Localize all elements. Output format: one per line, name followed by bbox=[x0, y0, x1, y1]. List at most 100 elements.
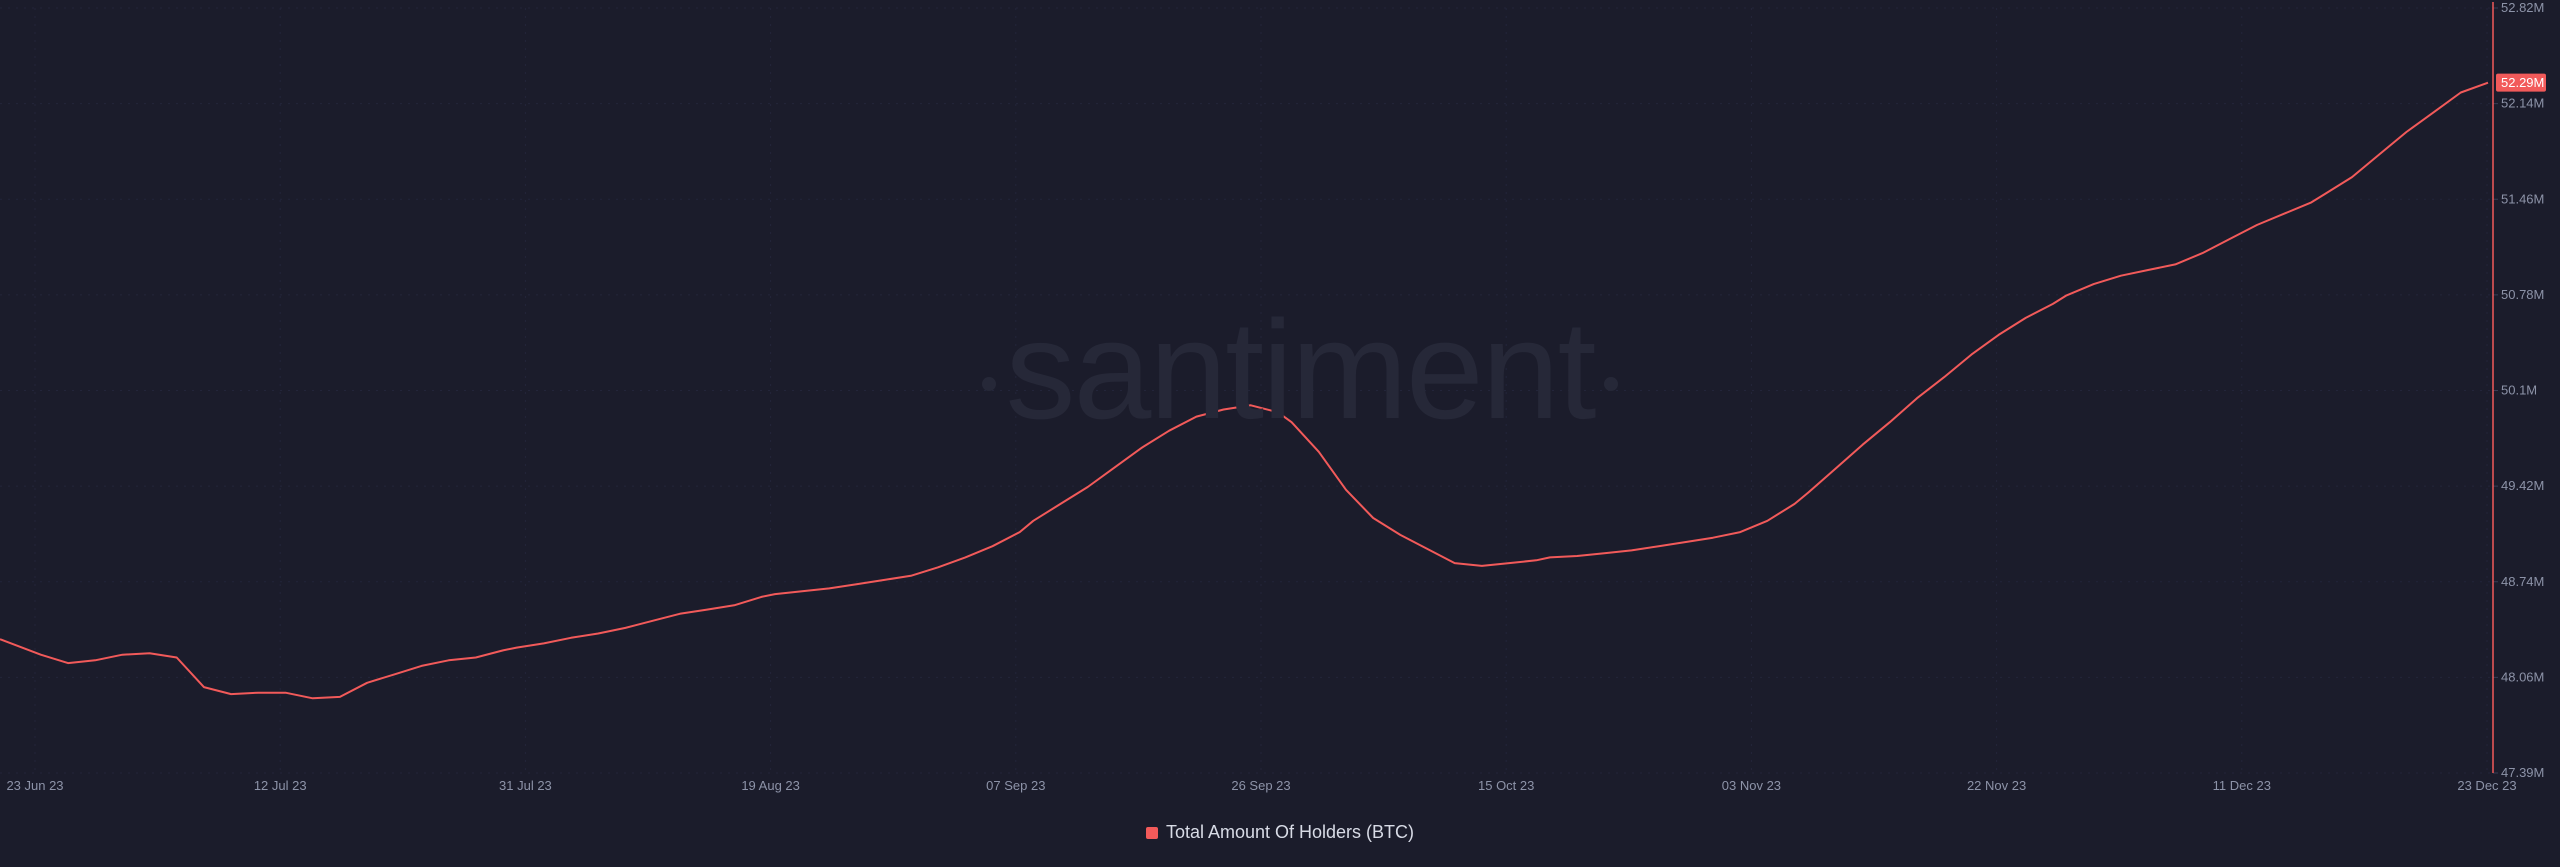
data-point[interactable] bbox=[650, 618, 655, 623]
watermark-dot-right bbox=[1604, 377, 1619, 391]
data-point[interactable] bbox=[1112, 465, 1117, 470]
data-point[interactable] bbox=[759, 594, 764, 599]
data-point[interactable] bbox=[1479, 563, 1484, 568]
data-point[interactable] bbox=[501, 648, 506, 653]
data-point[interactable] bbox=[705, 607, 710, 612]
data-point[interactable] bbox=[596, 631, 601, 636]
data-point[interactable] bbox=[1806, 490, 1811, 495]
data-point[interactable] bbox=[1683, 540, 1688, 545]
data-point[interactable] bbox=[1017, 530, 1022, 535]
data-point[interactable] bbox=[2146, 268, 2151, 273]
data-point[interactable] bbox=[38, 652, 43, 657]
series-line[interactable] bbox=[0, 81, 2489, 700]
data-point[interactable] bbox=[2404, 130, 2409, 135]
y-tick-label: 52.82M bbox=[2501, 0, 2544, 15]
x-tick-label: 11 Dec 23 bbox=[2213, 778, 2271, 793]
data-point[interactable] bbox=[1915, 396, 1920, 401]
y-tick-label: 48.06M bbox=[2501, 669, 2544, 684]
data-point[interactable] bbox=[2458, 90, 2463, 95]
data-point[interactable] bbox=[623, 625, 628, 630]
data-point[interactable] bbox=[2431, 110, 2436, 115]
data-point[interactable] bbox=[677, 611, 682, 616]
data-point[interactable] bbox=[990, 544, 995, 549]
data-point[interactable] bbox=[732, 603, 737, 608]
data-point[interactable] bbox=[1425, 547, 1430, 552]
data-point[interactable] bbox=[2050, 301, 2055, 306]
data-point[interactable] bbox=[147, 651, 152, 656]
data-point[interactable] bbox=[2173, 262, 2178, 267]
data-point[interactable] bbox=[569, 635, 574, 640]
data-point[interactable] bbox=[1398, 532, 1403, 537]
data-point[interactable] bbox=[1887, 420, 1892, 425]
data-point[interactable] bbox=[392, 672, 397, 677]
data-point[interactable] bbox=[1765, 518, 1770, 523]
y-tick-label: 52.14M bbox=[2501, 96, 2544, 111]
y-tick-label: 50.78M bbox=[2501, 287, 2544, 302]
data-point[interactable] bbox=[1575, 554, 1580, 559]
data-point[interactable] bbox=[1547, 555, 1552, 560]
data-point[interactable] bbox=[1711, 535, 1716, 540]
data-point[interactable] bbox=[1085, 485, 1090, 490]
data-point[interactable] bbox=[963, 555, 968, 560]
series-layer[interactable] bbox=[0, 80, 2491, 701]
data-point[interactable] bbox=[541, 641, 546, 646]
data-point[interactable] bbox=[1942, 375, 1947, 380]
watermark-text: santiment bbox=[1005, 291, 1597, 448]
data-point[interactable] bbox=[1602, 551, 1607, 556]
data-point[interactable] bbox=[1371, 516, 1376, 521]
data-point[interactable] bbox=[365, 680, 370, 685]
data-point[interactable] bbox=[229, 692, 234, 697]
data-point[interactable] bbox=[2200, 251, 2205, 256]
data-point[interactable] bbox=[1058, 501, 1063, 506]
data-point[interactable] bbox=[2322, 192, 2327, 197]
data-point[interactable] bbox=[2309, 200, 2314, 205]
data-point[interactable] bbox=[773, 592, 778, 597]
data-point[interactable] bbox=[2023, 315, 2028, 320]
legend-swatch bbox=[1145, 826, 1158, 839]
data-point[interactable] bbox=[93, 658, 98, 663]
data-point[interactable] bbox=[908, 573, 913, 578]
data-point[interactable] bbox=[827, 586, 832, 591]
data-point[interactable] bbox=[800, 589, 805, 594]
data-point[interactable] bbox=[2486, 80, 2491, 85]
data-point[interactable] bbox=[514, 645, 519, 650]
data-point[interactable] bbox=[66, 661, 71, 666]
data-point[interactable] bbox=[446, 658, 451, 663]
data-point[interactable] bbox=[1860, 442, 1865, 447]
data-point[interactable] bbox=[473, 655, 478, 660]
data-point[interactable] bbox=[337, 694, 342, 699]
data-point[interactable] bbox=[2118, 273, 2123, 278]
data-point[interactable] bbox=[2064, 293, 2069, 298]
legend[interactable]: Total Amount Of Holders (BTC) bbox=[0, 822, 2560, 843]
data-point[interactable] bbox=[2350, 175, 2355, 180]
data-point[interactable] bbox=[1452, 561, 1457, 566]
data-point[interactable] bbox=[936, 565, 941, 570]
data-point[interactable] bbox=[1629, 548, 1634, 553]
data-point[interactable] bbox=[419, 663, 424, 668]
data-point[interactable] bbox=[310, 696, 315, 701]
data-point[interactable] bbox=[120, 652, 125, 657]
data-point[interactable] bbox=[1792, 501, 1797, 506]
data-point[interactable] bbox=[283, 690, 288, 695]
data-point[interactable] bbox=[2227, 237, 2232, 242]
last-value-marker: 52.29M bbox=[2496, 73, 2546, 92]
data-point[interactable] bbox=[1738, 530, 1743, 535]
data-point[interactable] bbox=[1507, 561, 1512, 566]
data-point[interactable] bbox=[1833, 466, 1838, 471]
data-point[interactable] bbox=[881, 578, 886, 583]
data-point[interactable] bbox=[256, 690, 261, 695]
data-point[interactable] bbox=[2282, 211, 2287, 216]
data-point[interactable] bbox=[1996, 332, 2001, 337]
data-point[interactable] bbox=[2377, 152, 2382, 157]
data-point[interactable] bbox=[1344, 487, 1349, 492]
data-point[interactable] bbox=[854, 582, 859, 587]
data-point[interactable] bbox=[1656, 544, 1661, 549]
data-point[interactable] bbox=[1534, 558, 1539, 563]
data-point[interactable] bbox=[1969, 352, 1974, 357]
data-point[interactable] bbox=[174, 655, 179, 660]
data-point[interactable] bbox=[1031, 518, 1036, 523]
data-point[interactable] bbox=[2254, 223, 2259, 228]
data-point[interactable] bbox=[201, 685, 206, 690]
data-point[interactable] bbox=[2091, 282, 2096, 287]
